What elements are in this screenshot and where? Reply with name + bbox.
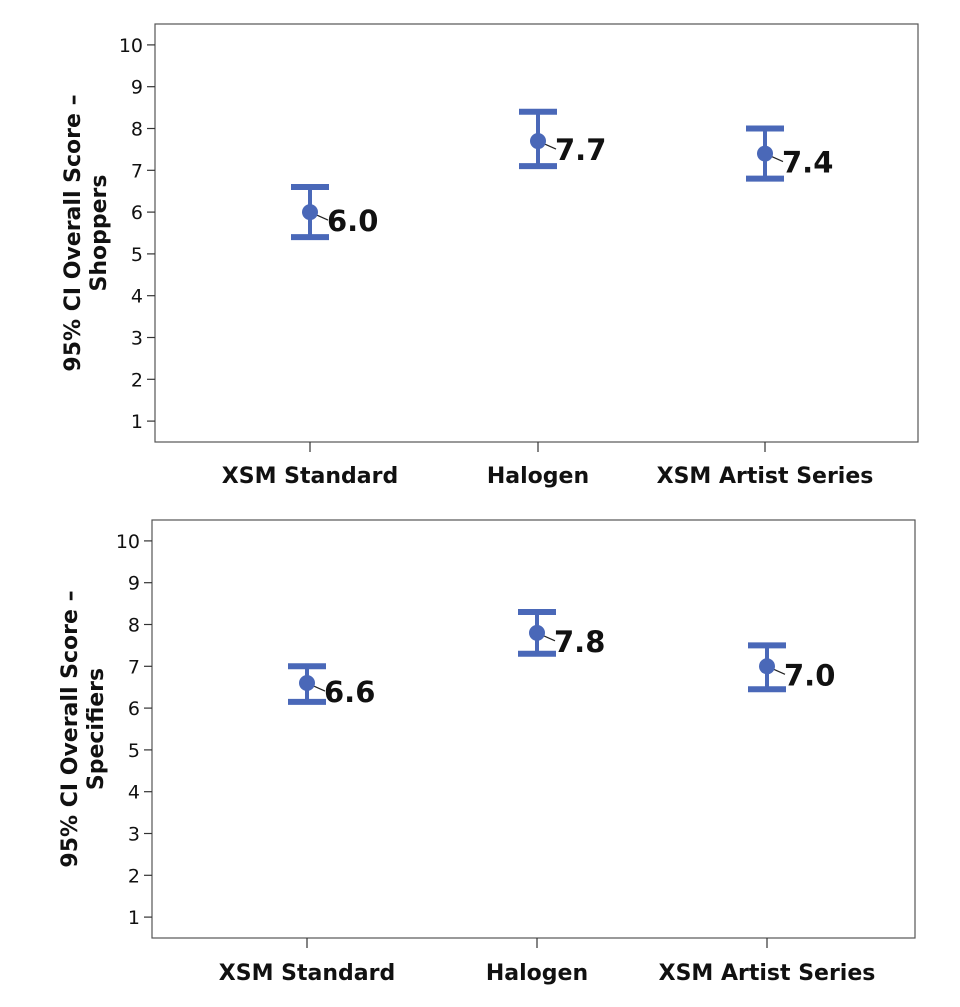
y-tick-label: 4 <box>128 782 140 804</box>
data-label: 7.7 <box>555 133 606 167</box>
data-label: 6.6 <box>324 675 375 709</box>
x-category-label: Halogen <box>487 464 589 489</box>
mean-point <box>757 145 773 162</box>
x-category-label: Halogen <box>486 961 588 986</box>
y-axis-label-line: Shoppers <box>87 175 112 292</box>
y-tick-label: 7 <box>131 160 143 182</box>
y-tick-label: 8 <box>131 119 143 141</box>
y-tick-label: 3 <box>131 328 143 350</box>
y-axis-label-line: 95% CI Overall Score – <box>61 94 86 371</box>
plot-frame <box>154 23 919 443</box>
mean-point <box>530 133 546 150</box>
y-tick-label: 9 <box>131 77 143 99</box>
y-axis-label-line: 95% CI Overall Score – <box>58 590 83 867</box>
y-tick-label: 10 <box>116 531 140 553</box>
y-tick-label: 2 <box>131 369 143 391</box>
plot-frame <box>151 519 916 939</box>
y-tick-label: 7 <box>128 656 140 678</box>
y-axis-label-line: Specifiers <box>84 668 109 790</box>
y-tick-label: 4 <box>131 286 143 308</box>
data-label: 7.4 <box>782 146 833 180</box>
x-category-label: XSM Artist Series <box>657 464 874 489</box>
y-tick-label: 1 <box>131 411 143 433</box>
mean-point <box>759 658 775 675</box>
y-tick-label: 10 <box>119 35 143 57</box>
x-category-label: XSM Standard <box>219 961 395 986</box>
y-tick-label: 1 <box>128 907 140 929</box>
y-tick-label: 5 <box>131 244 143 266</box>
mean-point <box>529 624 545 641</box>
y-tick-label: 6 <box>131 202 143 224</box>
data-label: 7.0 <box>784 658 835 692</box>
y-tick-label: 9 <box>128 573 140 595</box>
data-label: 7.8 <box>554 625 605 659</box>
chart-panel-2: 1 2 3 4 5 6 7 8 9 10 95% CI Overall Score –Specifi… <box>58 519 916 986</box>
mean-point <box>302 204 318 221</box>
x-category-label: XSM Standard <box>222 464 398 489</box>
y-tick-label: 5 <box>128 740 140 762</box>
y-tick-label: 3 <box>128 824 140 846</box>
y-tick-label: 2 <box>128 865 140 887</box>
y-axis-label: 95% CI Overall Score –Specifiers <box>58 590 109 867</box>
data-label: 6.0 <box>327 204 378 238</box>
x-category-label: XSM Artist Series <box>659 961 876 986</box>
mean-point <box>299 675 315 692</box>
chart-panel-1: 1 2 3 4 5 6 7 8 9 10 95% CI Overall Score –Shopper… <box>61 23 919 489</box>
y-axis-label: 95% CI Overall Score –Shoppers <box>61 94 112 371</box>
y-tick-label: 6 <box>128 698 140 720</box>
y-tick-label: 8 <box>128 615 140 637</box>
